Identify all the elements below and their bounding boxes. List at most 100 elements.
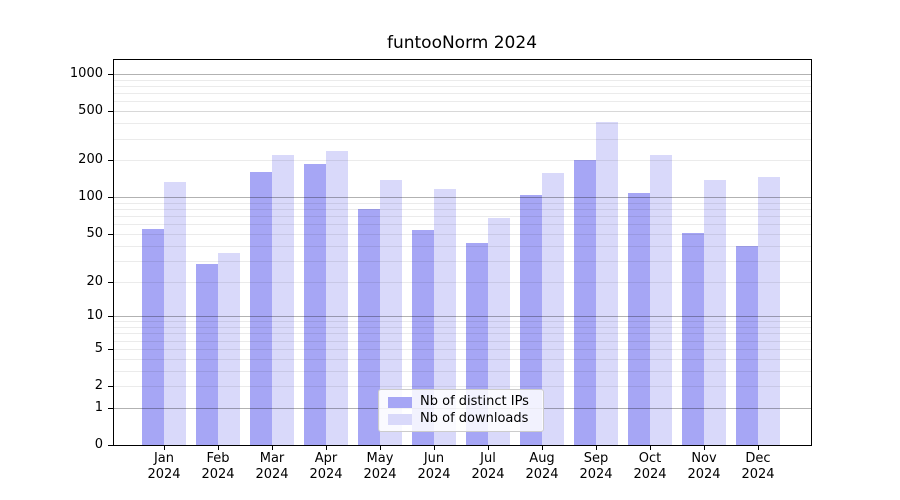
- bar-mar-downloads: [272, 155, 294, 445]
- y-gridline-minor: [113, 260, 811, 262]
- x-tick-year: 2024: [201, 467, 235, 482]
- x-tick-mark: [488, 445, 489, 450]
- x-tick-mark: [272, 445, 273, 450]
- y-gridline-minor: [113, 160, 811, 162]
- x-tick-year: 2024: [363, 467, 397, 482]
- y-gridline-minor: [113, 138, 811, 140]
- y-tick-mark: [108, 445, 113, 446]
- y-gridline-minor: [113, 233, 811, 235]
- x-tick-mark: [164, 445, 165, 450]
- y-gridline-minor: [113, 327, 811, 328]
- bar-jul-downloads: [488, 218, 510, 445]
- x-tick-month: Aug: [529, 451, 555, 466]
- x-tick-month: Sep: [583, 451, 609, 466]
- bar-mar-ips: [250, 172, 272, 445]
- y-gridline-minor: [113, 370, 811, 372]
- y-gridline-minor: [113, 93, 811, 95]
- y-tick-mark: [108, 111, 113, 113]
- x-axis-line: [113, 445, 812, 446]
- x-tick-year: 2024: [741, 467, 775, 482]
- legend-row: Nb of distinct IPs: [388, 395, 534, 409]
- bar-feb-ips: [196, 264, 218, 445]
- legend-box: Nb of distinct IPs Nb of downloads: [378, 389, 544, 432]
- x-tick-label: Mar 2024: [245, 451, 299, 483]
- x-tick-month: Feb: [206, 451, 230, 466]
- y-tick-label: 1000: [69, 66, 103, 81]
- plot-area: Nb of distinct IPs Nb of downloads: [113, 59, 811, 445]
- x-tick-month: Jun: [423, 451, 445, 466]
- y-gridline-minor: [113, 245, 811, 247]
- y-gridline-minor: [113, 358, 811, 360]
- y-gridline-minor: [113, 209, 811, 211]
- y-gridline-minor: [113, 224, 811, 226]
- bar-apr-downloads: [326, 150, 348, 445]
- y-tick-mark: [108, 233, 113, 235]
- y-gridline-minor: [113, 386, 811, 387]
- y-gridline-minor: [113, 111, 811, 113]
- y-tick-label: 20: [86, 273, 103, 289]
- x-tick-month: Jul: [480, 451, 496, 466]
- x-tick-label: Jun 2024: [407, 451, 461, 483]
- x-tick-mark: [758, 445, 759, 450]
- bar-dec-downloads: [758, 177, 780, 445]
- x-tick-year: 2024: [579, 467, 613, 482]
- bar-nov-downloads: [704, 180, 726, 445]
- y-tick-mark: [108, 197, 113, 199]
- bar-nov-ips: [682, 232, 704, 445]
- x-tick-label: Sep 2024: [569, 451, 623, 483]
- y-gridline-minor: [113, 348, 811, 350]
- x-tick-mark: [380, 445, 381, 450]
- y-gridline-minor: [113, 111, 811, 113]
- x-tick-year: 2024: [687, 467, 721, 482]
- x-tick-year: 2024: [471, 467, 505, 482]
- x-tick-month: Apr: [314, 451, 338, 466]
- x-tick-year: 2024: [417, 467, 451, 482]
- bar-apr-ips: [304, 164, 326, 445]
- y-gridline-minor: [113, 281, 811, 283]
- bar-jan-downloads: [164, 181, 186, 445]
- y-gridline-major: [113, 197, 811, 199]
- x-tick-month: Oct: [638, 451, 662, 466]
- y-tick-mark: [108, 281, 113, 283]
- x-tick-month: Mar: [259, 451, 285, 466]
- legend-label: Nb of distinct IPs: [420, 394, 529, 409]
- x-tick-label: Oct 2024: [623, 451, 677, 483]
- y-gridline-minor: [113, 216, 811, 218]
- y-tick-label: 0: [94, 437, 103, 452]
- axis-top-spine: [113, 59, 812, 60]
- y-tick-label: 1: [94, 399, 103, 415]
- y-gridline-minor: [113, 101, 811, 103]
- x-tick-month: Dec: [745, 451, 771, 466]
- y-tick-label: 500: [78, 103, 103, 119]
- y-gridline-major: [113, 316, 811, 318]
- bar-dec-ips: [736, 245, 758, 445]
- x-tick-label: Apr 2024: [299, 451, 353, 483]
- y-gridline-minor: [113, 333, 811, 335]
- y-tick-mark: [108, 160, 113, 162]
- bar-sep-downloads: [596, 121, 618, 445]
- x-tick-label: May 2024: [353, 451, 407, 483]
- legend-row: Nb of downloads: [388, 412, 534, 426]
- x-tick-mark: [218, 445, 219, 450]
- x-tick-year: 2024: [309, 467, 343, 482]
- bar-may-downloads: [380, 180, 402, 445]
- x-tick-year: 2024: [255, 467, 289, 482]
- chart-title: funtooNorm 2024: [386, 33, 538, 53]
- bar-aug-downloads: [542, 172, 564, 445]
- x-tick-label: Nov 2024: [677, 451, 731, 483]
- y-tick-label: 10: [86, 308, 103, 324]
- x-tick-mark: [326, 445, 327, 450]
- y-tick-label: 2: [94, 378, 103, 393]
- x-tick-label: Aug 2024: [515, 451, 569, 483]
- x-tick-year: 2024: [147, 467, 181, 482]
- bar-may-ips: [358, 209, 380, 445]
- y-tick-mark: [108, 386, 113, 387]
- y-gridline-minor: [113, 85, 811, 87]
- bar-feb-downloads: [218, 252, 240, 445]
- x-tick-year: 2024: [633, 467, 667, 482]
- x-tick-mark: [704, 445, 705, 450]
- y-gridline-minor: [113, 340, 811, 342]
- y-axis-line: [113, 59, 114, 445]
- y-gridline-minor: [113, 79, 811, 81]
